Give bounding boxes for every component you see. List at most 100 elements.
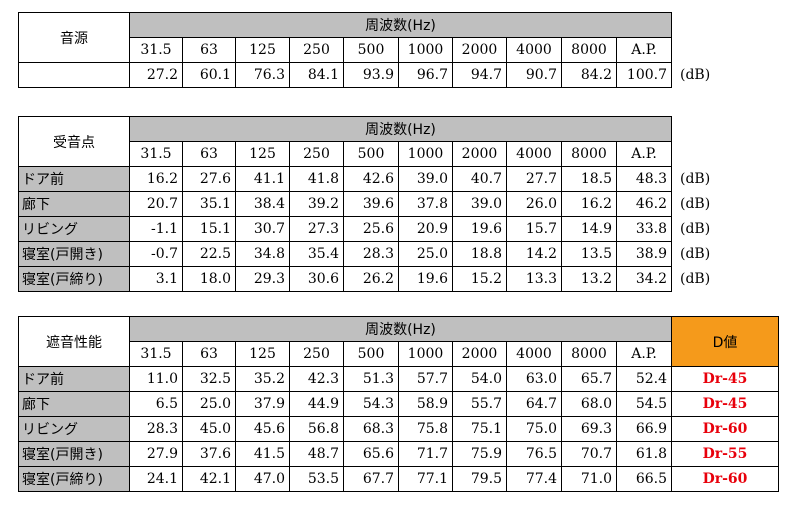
value-cell: 70.7 bbox=[561, 441, 617, 467]
value-cell: 18.8 bbox=[452, 241, 507, 267]
freq-cell: 4000 bbox=[506, 341, 562, 367]
value-cell: 27.6 bbox=[182, 166, 236, 192]
value-cell: 19.6 bbox=[398, 266, 453, 292]
freq-cell: 31.5 bbox=[129, 37, 183, 63]
value-cell: 3.1 bbox=[129, 266, 183, 292]
row-label: 廊下 bbox=[18, 391, 130, 417]
value-cell: 71.0 bbox=[561, 466, 617, 492]
value-cell: 58.9 bbox=[398, 391, 453, 417]
value-cell: 37.6 bbox=[182, 441, 236, 467]
value-cell: 39.0 bbox=[452, 191, 507, 217]
value-cell: 44.9 bbox=[289, 391, 344, 417]
unit-label: (dB) bbox=[680, 171, 711, 187]
freq-cell: 4000 bbox=[506, 141, 562, 167]
table-row: 寝室(戸締り) 3.1 18.0 29.3 30.6 26.2 19.6 15.2 13.3 13… bbox=[18, 266, 732, 292]
table-row: リビング -1.1 15.1 30.7 27.3 25.6 20.9 19.6 15.7 14.9… bbox=[18, 216, 732, 242]
freq-cell: 250 bbox=[289, 37, 344, 63]
value-cell: 65.6 bbox=[343, 441, 399, 467]
value-cell: 66.5 bbox=[616, 466, 672, 492]
value-cell: 75.9 bbox=[452, 441, 507, 467]
value-cell: 53.5 bbox=[289, 466, 344, 492]
value-cell: 27.9 bbox=[129, 441, 183, 467]
value-cell: 75.8 bbox=[398, 416, 453, 442]
value-cell: 40.7 bbox=[452, 166, 507, 192]
value-cell: 14.2 bbox=[506, 241, 562, 267]
value-cell: 32.5 bbox=[182, 366, 236, 392]
frequency-row: 31.5 63 125 250 500 1000 2000 4000 8000 … bbox=[19, 37, 732, 63]
row-label: リビング bbox=[18, 416, 130, 442]
value-cell: 90.7 bbox=[506, 62, 562, 88]
value-cell: 79.5 bbox=[452, 466, 507, 492]
value-cell: 94.7 bbox=[452, 62, 507, 88]
row-label: ドア前 bbox=[18, 166, 130, 192]
value-cell: 15.2 bbox=[452, 266, 507, 292]
value-cell: 25.6 bbox=[343, 216, 399, 242]
freq-cell: 250 bbox=[289, 341, 344, 367]
value-cell: 26.0 bbox=[506, 191, 562, 217]
value-cell: 18.0 bbox=[182, 266, 236, 292]
row-label: リビング bbox=[18, 216, 130, 242]
unit-label: (dB) bbox=[680, 271, 711, 287]
value-cell: 46.2 bbox=[616, 191, 672, 217]
value-cell: 41.8 bbox=[289, 166, 344, 192]
value-cell: 66.9 bbox=[616, 416, 672, 442]
freq-cell: 500 bbox=[343, 141, 399, 167]
value-cell: 24.1 bbox=[129, 466, 183, 492]
value-cell: 71.7 bbox=[398, 441, 453, 467]
value-cell: 54.0 bbox=[452, 366, 507, 392]
row-label: 廊下 bbox=[18, 191, 130, 217]
value-cell: 18.5 bbox=[561, 166, 617, 192]
d-value-cell: Dr-45 bbox=[671, 366, 779, 392]
value-cell: 30.6 bbox=[289, 266, 344, 292]
frequency-header: 周波数(Hz) bbox=[129, 116, 672, 142]
value-cell: 26.2 bbox=[343, 266, 399, 292]
value-cell: 35.2 bbox=[235, 366, 290, 392]
value-cell: 28.3 bbox=[129, 416, 183, 442]
value-cell: 29.3 bbox=[235, 266, 290, 292]
value-cell: 15.7 bbox=[506, 216, 562, 242]
value-cell: 16.2 bbox=[129, 166, 183, 192]
value-cell: 76.5 bbox=[506, 441, 562, 467]
receive-title: 受音点 bbox=[18, 116, 130, 167]
value-cell: 38.9 bbox=[616, 241, 672, 267]
freq-cell: 2000 bbox=[452, 341, 507, 367]
unit-label: (dB) bbox=[680, 221, 711, 237]
freq-cell: 250 bbox=[289, 141, 344, 167]
freq-cell: 8000 bbox=[561, 341, 617, 367]
value-cell: 20.7 bbox=[129, 191, 183, 217]
freq-cell: 125 bbox=[235, 341, 290, 367]
value-cell: 75.0 bbox=[506, 416, 562, 442]
value-cell: 15.1 bbox=[182, 216, 236, 242]
value-cell: 100.7 bbox=[616, 62, 672, 88]
frequency-row: 31.5 63 125 250 500 1000 2000 4000 8000 … bbox=[19, 341, 779, 367]
value-cell: 37.8 bbox=[398, 191, 453, 217]
freq-cell: 63 bbox=[182, 141, 236, 167]
value-cell: 61.8 bbox=[616, 441, 672, 467]
freq-cell: 1000 bbox=[398, 141, 453, 167]
row-label: 寝室(戸開き) bbox=[18, 241, 130, 267]
value-cell: 41.1 bbox=[235, 166, 290, 192]
freq-cell: 1000 bbox=[398, 37, 453, 63]
freq-cell: 8000 bbox=[561, 141, 617, 167]
value-cell: 34.2 bbox=[616, 266, 672, 292]
value-cell: 77.1 bbox=[398, 466, 453, 492]
freq-cell: 500 bbox=[343, 341, 399, 367]
value-cell: 63.0 bbox=[506, 366, 562, 392]
value-cell: 6.5 bbox=[129, 391, 183, 417]
value-cell: 48.3 bbox=[616, 166, 672, 192]
value-cell: 11.0 bbox=[129, 366, 183, 392]
value-cell: 45.6 bbox=[235, 416, 290, 442]
table-row: 廊下 6.5 25.0 37.9 44.9 54.3 58.9 55.7 64.7 68.0 54.… bbox=[18, 391, 779, 417]
value-cell: 42.1 bbox=[182, 466, 236, 492]
value-cell: 13.2 bbox=[561, 266, 617, 292]
value-cell: 93.9 bbox=[343, 62, 399, 88]
value-cell: 30.7 bbox=[235, 216, 290, 242]
table-row: 27.2 60.1 76.3 84.1 93.9 96.7 94.7 90.7 … bbox=[18, 62, 732, 88]
unit-label: (dB) bbox=[680, 246, 711, 262]
value-cell: 69.3 bbox=[561, 416, 617, 442]
value-cell: 16.2 bbox=[561, 191, 617, 217]
freq-cell: 2000 bbox=[452, 141, 507, 167]
row-label: ドア前 bbox=[18, 366, 130, 392]
value-cell: 84.2 bbox=[561, 62, 617, 88]
value-cell: 42.3 bbox=[289, 366, 344, 392]
